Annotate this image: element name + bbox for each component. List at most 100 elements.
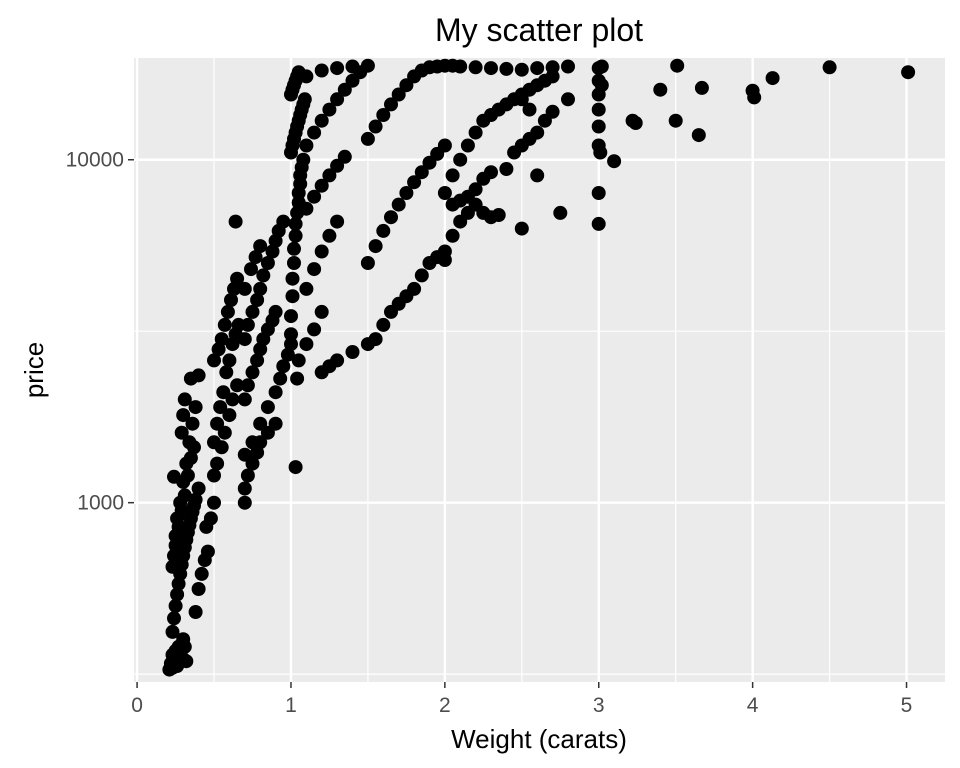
data-point — [188, 492, 203, 507]
data-point — [228, 214, 243, 229]
data-point — [200, 544, 215, 559]
data-point — [237, 447, 252, 462]
data-point — [287, 241, 301, 256]
x-tick-label: 1 — [285, 694, 297, 717]
data-point — [691, 128, 706, 143]
data-point — [240, 468, 255, 483]
axes: 0 1 2 3 4 5 1000 10000 — [66, 149, 913, 717]
data-point — [214, 332, 229, 347]
data-point — [360, 131, 375, 146]
data-point — [822, 60, 837, 75]
data-point — [183, 451, 198, 465]
data-point — [561, 92, 575, 107]
data-point — [177, 392, 192, 407]
data-point — [191, 481, 206, 496]
data-points — [162, 58, 916, 677]
data-point — [545, 69, 560, 84]
x-tick-label: 4 — [747, 694, 759, 717]
data-point — [250, 353, 265, 368]
data-point — [307, 125, 322, 140]
data-point — [268, 385, 283, 400]
data-point — [240, 378, 255, 393]
x-tick-label: 3 — [593, 694, 605, 717]
data-point — [437, 138, 452, 153]
data-point — [222, 408, 237, 423]
data-point — [407, 281, 422, 296]
data-point — [594, 78, 609, 93]
data-point — [530, 168, 545, 183]
data-point — [265, 244, 280, 259]
data-point — [530, 125, 545, 140]
data-point — [284, 337, 298, 352]
data-point — [171, 519, 186, 534]
data-point — [256, 268, 271, 283]
data-point — [245, 365, 260, 380]
data-point — [280, 347, 295, 362]
data-point — [307, 262, 322, 277]
data-point — [561, 59, 575, 74]
data-point — [260, 400, 275, 415]
data-point — [399, 186, 414, 200]
data-point — [514, 62, 529, 77]
data-point — [591, 102, 606, 117]
x-axis-title: Weight (carats) — [451, 724, 627, 754]
data-point — [287, 256, 301, 270]
data-point — [217, 317, 232, 332]
data-point — [276, 214, 291, 229]
x-tick-label: 5 — [901, 694, 913, 717]
data-point — [167, 469, 181, 484]
data-point — [237, 392, 252, 407]
data-point — [384, 97, 398, 112]
data-point — [670, 58, 685, 73]
data-point — [368, 332, 383, 347]
data-point — [376, 108, 391, 122]
data-point — [530, 61, 545, 76]
data-point — [299, 201, 314, 216]
data-point — [216, 385, 231, 400]
data-point — [384, 210, 398, 225]
data-point — [901, 65, 916, 80]
data-point — [345, 345, 360, 359]
data-point — [230, 378, 245, 393]
data-point — [170, 587, 185, 602]
data-point — [253, 239, 268, 254]
data-point — [174, 425, 189, 440]
data-point — [250, 293, 265, 307]
data-point — [299, 138, 314, 153]
chart-title: My scatter plot — [435, 12, 643, 48]
data-point — [174, 503, 189, 518]
data-point — [299, 69, 314, 84]
data-point — [176, 408, 191, 423]
data-point — [248, 250, 263, 265]
data-point — [188, 400, 203, 415]
data-point — [285, 271, 300, 286]
data-point — [314, 178, 329, 193]
data-point — [437, 186, 452, 200]
data-point — [203, 511, 218, 526]
data-point — [220, 304, 235, 319]
y-tick-label: 1000 — [77, 492, 124, 515]
data-point — [314, 304, 329, 319]
data-point — [330, 353, 345, 368]
data-point — [167, 548, 181, 563]
data-point — [360, 58, 375, 73]
data-point — [330, 92, 345, 107]
data-point — [207, 495, 221, 510]
data-point — [299, 281, 314, 296]
data-point — [290, 371, 305, 386]
data-point — [376, 317, 391, 332]
data-point — [188, 605, 203, 619]
x-tick-label: 0 — [131, 694, 143, 717]
data-point — [180, 468, 195, 483]
data-point — [213, 400, 228, 415]
data-point — [414, 268, 429, 283]
data-point — [179, 654, 194, 669]
data-point — [668, 113, 683, 128]
data-point — [297, 92, 312, 107]
data-point — [240, 317, 255, 332]
data-point — [591, 216, 606, 231]
data-point — [330, 214, 345, 229]
data-point — [337, 149, 352, 164]
data-point — [168, 538, 183, 553]
